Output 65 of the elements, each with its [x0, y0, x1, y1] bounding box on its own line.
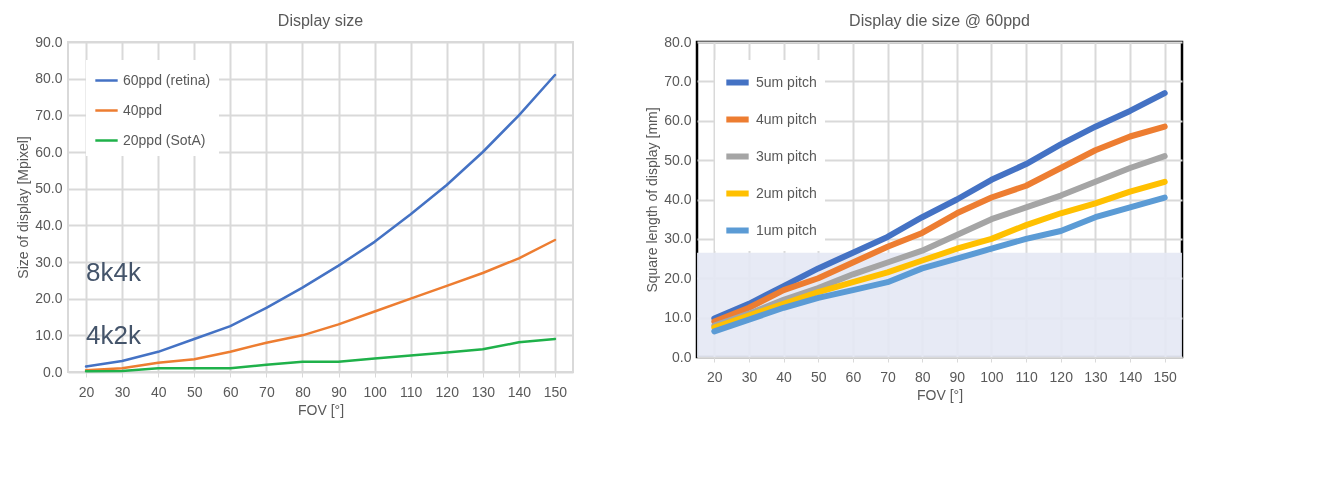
x-tick-label: 50	[186, 383, 203, 400]
x-tick-label: 80	[914, 368, 931, 385]
y-tick-label: 0.0	[672, 348, 692, 365]
x-tick-label: 130	[1084, 368, 1108, 385]
legend-label: 2um pitch	[756, 184, 817, 201]
y-tick-label: 10.0	[35, 326, 63, 343]
y-tick-label: 20.0	[35, 290, 63, 307]
x-tick-label: 100	[363, 383, 387, 400]
legend-label: 1um pitch	[756, 221, 817, 238]
y-axis-title: Size of display [Mpixel]	[15, 136, 32, 279]
x-tick-label: 20	[78, 383, 95, 400]
y-axis-title: Square length of display [mm]	[644, 107, 661, 293]
y-tick-label: 90.0	[35, 33, 63, 50]
x-tick-label: 80	[295, 383, 311, 400]
x-tick-label: 120	[435, 383, 460, 400]
y-tick-label: 40.0	[35, 216, 63, 233]
y-tick-label: 70.0	[35, 106, 63, 123]
y-tick-label: 70.0	[664, 72, 692, 89]
annotation: 4k2k	[86, 319, 142, 350]
x-axis-title: FOV [°]	[916, 386, 964, 403]
y-tick-label: 60.0	[664, 112, 692, 129]
x-tick-label: 90	[949, 368, 966, 385]
y-tick-label: 10.0	[664, 309, 692, 326]
x-tick-label: 30	[114, 383, 131, 400]
legend-label: 4um pitch	[756, 110, 817, 127]
x-tick-label: 60	[223, 383, 239, 400]
y-tick-label: 40.0	[664, 191, 692, 207]
x-tick-label: 150	[543, 383, 568, 400]
y-tick-label: 80.0	[35, 70, 63, 87]
x-tick-label: 90	[331, 383, 348, 400]
x-tick-label: 20	[707, 368, 723, 385]
legend-label: 5um pitch	[756, 73, 817, 90]
y-tick-label: 60.0	[35, 143, 63, 160]
x-tick-label: 120	[1049, 368, 1074, 385]
x-tick-label: 130	[471, 383, 496, 400]
x-tick-label: 150	[1153, 368, 1178, 385]
y-tick-label: 20.0	[664, 269, 692, 286]
line-series	[84, 73, 557, 368]
annotation: 8k4k	[86, 257, 142, 287]
x-axis-title: FOV [°]	[297, 401, 345, 418]
x-tick-label: 110	[400, 383, 423, 400]
x-tick-label: 30	[741, 368, 758, 385]
legend-label: 40ppd	[123, 101, 162, 118]
y-tick-label: 30.0	[664, 230, 692, 247]
x-tick-label: 40	[150, 383, 167, 400]
y-tick-label: 50.0	[35, 180, 63, 197]
y-tick-label: 80.0	[664, 33, 692, 50]
x-tick-label: 140	[1118, 368, 1143, 385]
line-series	[84, 238, 557, 372]
x-tick-label: 110	[1015, 368, 1038, 385]
chart-title: Display size	[277, 12, 364, 29]
x-tick-label: 140	[507, 383, 532, 400]
x-tick-label: 70	[259, 383, 275, 400]
legend-label: 20ppd (SotA)	[123, 131, 206, 148]
x-tick-label: 50	[810, 368, 827, 385]
y-tick-label: 30.0	[35, 253, 63, 270]
chart-title: Display die size @ 60ppd	[849, 12, 1030, 29]
x-tick-label: 40	[776, 368, 793, 385]
legend-label: 60ppd (retina)	[123, 71, 211, 88]
y-tick-label: 0.0	[43, 363, 63, 380]
legend-label: 3um pitch	[756, 147, 817, 164]
x-tick-label: 100	[980, 368, 1004, 385]
x-tick-label: 70	[880, 368, 897, 385]
x-tick-label: 60	[845, 368, 862, 385]
y-tick-label: 50.0	[664, 151, 692, 168]
